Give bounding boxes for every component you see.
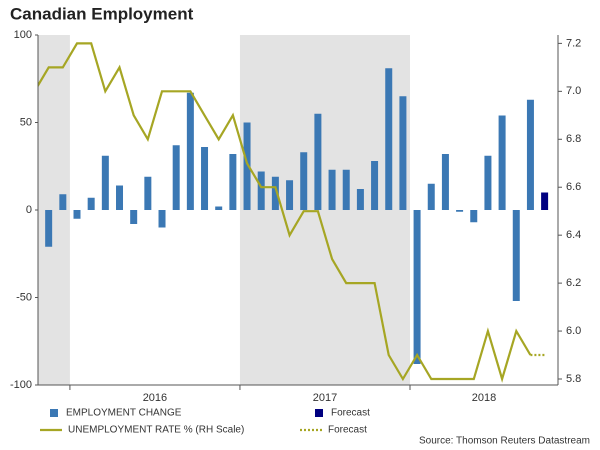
y-tick-label: 50: [20, 116, 32, 128]
bar: [441, 154, 449, 210]
bar: [158, 210, 166, 228]
bar: [243, 122, 251, 210]
bar: [229, 154, 237, 210]
y2-tick-label: 6.2: [566, 277, 581, 289]
legend-label: Forecast: [331, 408, 370, 419]
x-tick-label: 2017: [313, 392, 337, 404]
bar: [371, 161, 379, 210]
y2-tick-label: 6.8: [566, 133, 581, 145]
y-tick-label: -100: [10, 379, 32, 391]
y2-tick-label: 7.2: [566, 37, 581, 49]
legend-label: UNEMPLOYMENT RATE % (RH Scale): [68, 425, 244, 436]
legend-swatch: [50, 409, 58, 417]
plot-area: [31, 35, 549, 385]
x-tick-label: 2018: [472, 392, 496, 404]
bar: [342, 169, 350, 210]
x-tick-label: 2016: [143, 392, 167, 404]
legend-swatch: [315, 409, 323, 417]
bar: [87, 197, 95, 210]
bar: [101, 155, 109, 210]
line: [38, 42, 532, 383]
bar: [186, 92, 194, 210]
y2-tick-label: 6.6: [566, 181, 581, 193]
legend-label: EMPLOYMENT CHANGE: [66, 408, 182, 419]
bar: [130, 210, 138, 224]
bar: [385, 68, 393, 210]
bar: [526, 99, 534, 210]
bar: [314, 113, 322, 210]
year-shade: [239, 35, 410, 385]
y2-tick-label: 6.4: [566, 229, 581, 241]
bar: [512, 210, 520, 301]
bar: [45, 210, 53, 247]
legend-label: Forecast: [328, 425, 367, 436]
bar: [399, 96, 407, 210]
bar: [484, 155, 492, 210]
y2-tick-label: 5.8: [566, 373, 581, 385]
bar: [31, 175, 38, 210]
bar: [413, 210, 421, 364]
bar: [201, 147, 209, 210]
bar: [286, 180, 294, 210]
bar: [470, 210, 478, 223]
bar: [541, 192, 549, 210]
bar: [172, 145, 180, 210]
y2-tick-label: 6.0: [566, 325, 581, 337]
bar: [271, 176, 279, 210]
bar: [427, 183, 435, 210]
bar: [144, 176, 152, 210]
bar: [456, 210, 464, 212]
y-tick-label: 0: [26, 204, 32, 216]
bar: [328, 169, 336, 210]
bar: [300, 152, 308, 210]
y2-tick-label: 7.0: [566, 85, 581, 97]
bar: [59, 194, 67, 210]
y-tick-label: 100: [14, 29, 32, 41]
bar: [356, 189, 364, 210]
bar: [215, 206, 223, 210]
bar: [116, 185, 124, 210]
bar: [498, 115, 506, 210]
chart-title: Canadian Employment: [10, 4, 194, 23]
bar: [73, 210, 81, 219]
source: Source: Thomson Reuters Datastream: [419, 436, 590, 447]
bar: [257, 171, 265, 210]
y-tick-label: -50: [16, 291, 32, 303]
